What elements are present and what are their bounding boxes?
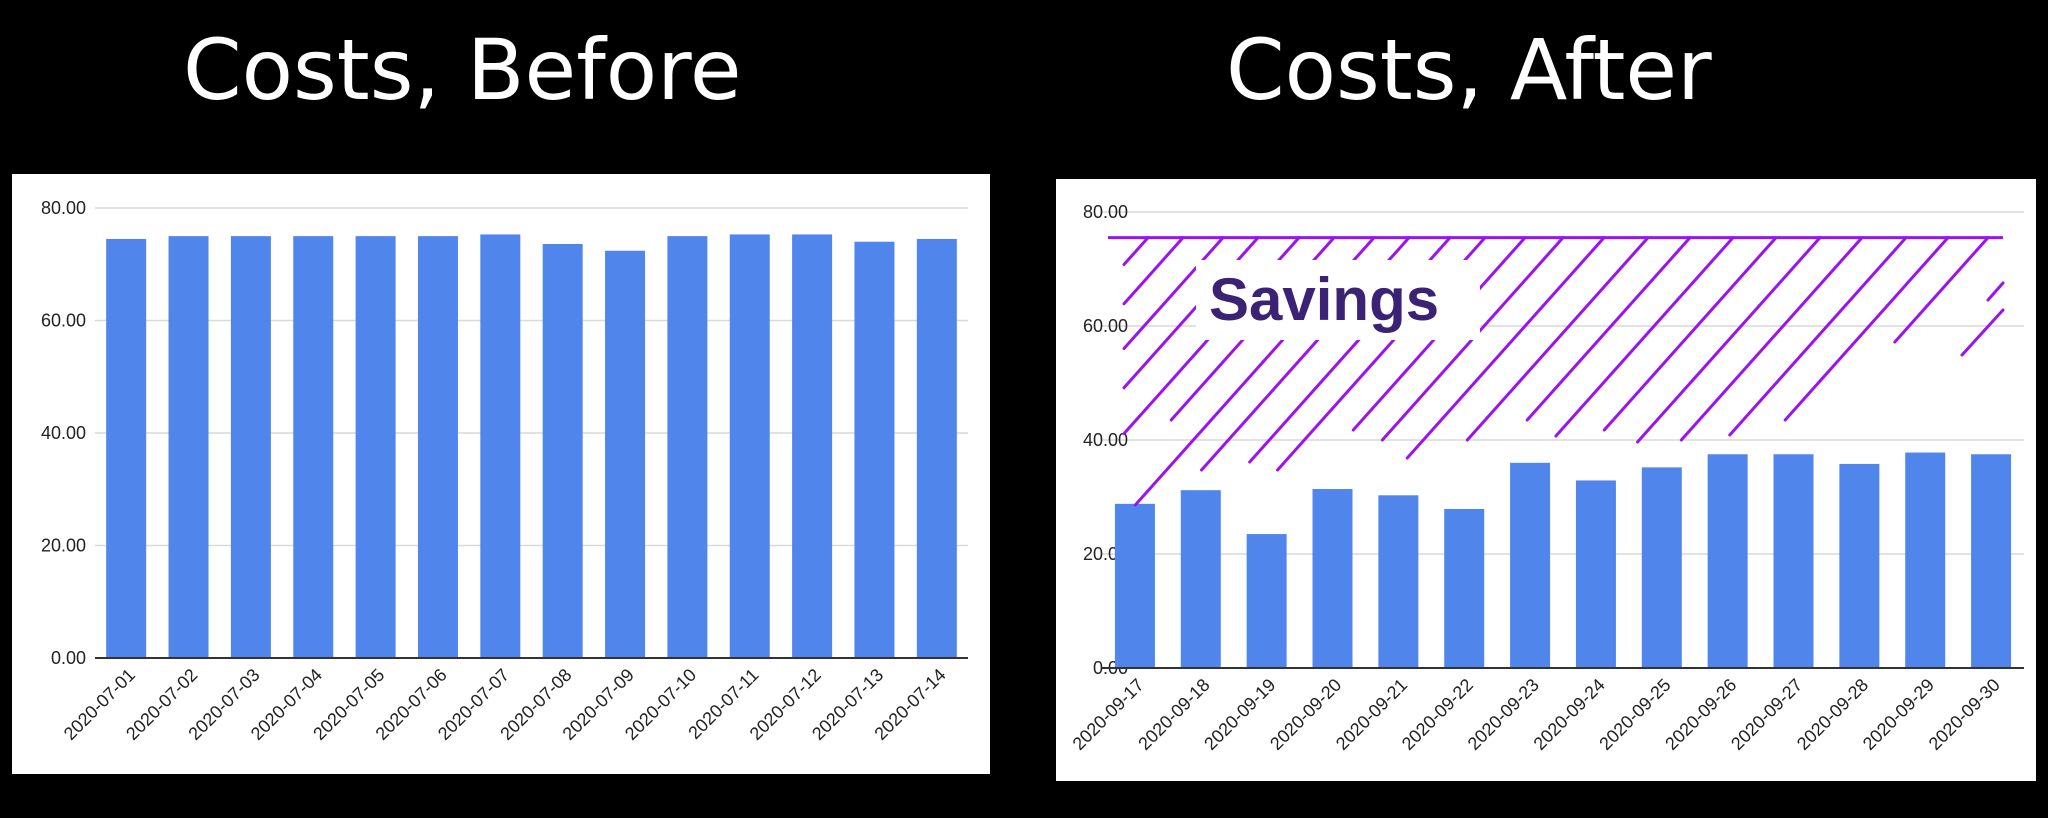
y-tick-label: 20.00 [41,536,86,556]
bar [1312,489,1353,668]
savings-hatch-line [1122,236,1185,306]
bar [605,250,646,658]
bar [854,241,895,658]
bar [1575,480,1616,668]
bar [542,244,583,658]
bar [1839,463,1880,668]
bar [355,236,396,658]
savings-hatch-line [1960,308,2005,357]
bar [667,236,708,658]
bar [916,238,957,658]
savings-hatch-line [1893,236,1990,344]
after-chart-title: Costs, After [1226,21,1712,119]
savings-hatch-line [1986,281,2005,302]
bar [1905,452,1946,668]
savings-label-background [1196,260,1480,340]
bar [417,236,458,658]
bar [1444,508,1485,668]
bar [729,234,770,658]
savings-hatch-line [1783,236,1950,422]
y-tick-label: 40.00 [41,423,86,443]
bar [1773,454,1814,668]
bar [1246,534,1287,668]
savings-hatch-line [1554,236,1735,438]
bar [230,236,271,658]
y-tick-label: 60.00 [41,311,86,331]
bar [293,236,334,658]
before-chart: 0.0020.0040.0060.0080.002020-07-012020-0… [12,174,990,774]
savings-hatch-line [1525,236,1692,422]
y-tick-label: 80.00 [41,198,86,218]
savings-hatch-line [1636,236,1822,444]
bar [1180,490,1221,668]
savings-hatch-line [1728,236,1908,437]
before-chart-title: Costs, Before [183,21,742,119]
savings-hatch-line [1122,236,1225,351]
bar [1378,495,1419,668]
bar [792,234,833,658]
y-tick-label: 80.00 [1083,202,1128,222]
bar [168,236,209,658]
bar [1641,467,1682,668]
savings-hatch-line [1405,236,1606,460]
bar [1707,454,1748,668]
bar [1971,454,2012,668]
savings-label: Savings [1209,266,1439,333]
y-tick-label: 0.00 [51,648,86,668]
savings-hatch-line [1679,236,1864,442]
y-tick-label: 60.00 [1083,316,1128,336]
after-chart: 0.0020.0040.0060.0080.002020-09-172020-0… [1056,179,2036,781]
savings-hatch-line [1465,236,1650,442]
bar [480,234,521,658]
savings-hatch-line [1122,236,1150,267]
savings-annotation: Savings [1108,236,2005,507]
bar [106,238,147,658]
savings-hatch-line [1602,236,1778,432]
bar [1114,503,1155,668]
y-tick-label: 40.00 [1083,430,1128,450]
bar [1510,462,1551,668]
